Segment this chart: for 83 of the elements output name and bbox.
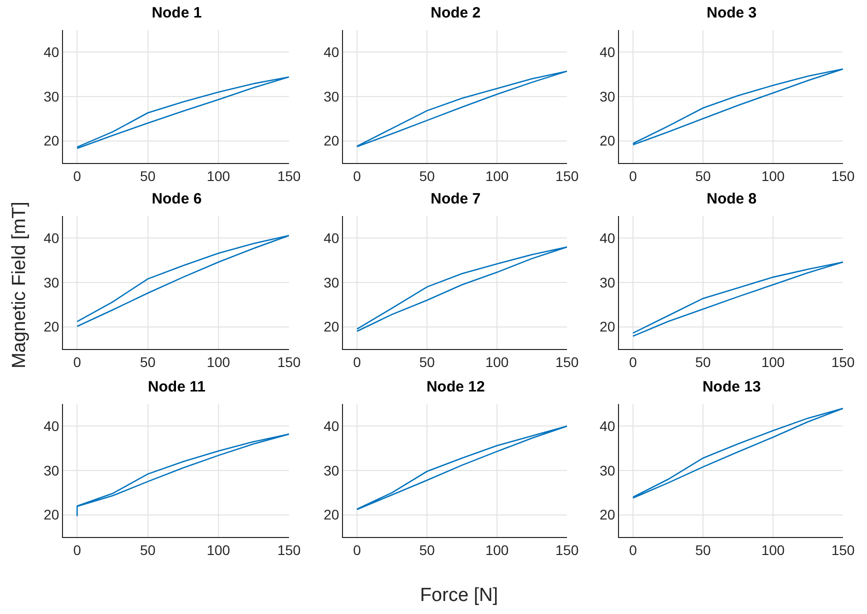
x-tick-label: 50	[140, 354, 156, 370]
chart-title: Node 3	[706, 4, 757, 22]
y-tick-label: 30	[44, 462, 60, 478]
y-tick-label: 20	[324, 132, 340, 149]
line-series	[76, 76, 289, 150]
chart-title: Node 13	[702, 378, 761, 396]
chart-title: Node 11	[148, 378, 206, 396]
y-tick-label: 30	[324, 462, 340, 478]
x-tick-label: 0	[353, 168, 362, 184]
x-tick-label: 150	[831, 168, 855, 184]
x-tick-label: 50	[140, 542, 156, 558]
x-tick-label: 100	[206, 542, 230, 558]
x-tick-label: 0	[629, 542, 638, 558]
x-tick-label: 0	[73, 354, 82, 370]
y-tick-label: 40	[44, 230, 60, 246]
y-tick-label: 40	[44, 418, 60, 434]
y-tick-label: 40	[324, 44, 340, 60]
x-axis-title: Force [N]	[420, 585, 498, 607]
x-tick-label: 100	[761, 354, 785, 370]
x-tick-label: 150	[277, 542, 301, 558]
y-axis-title: Magnetic Field [mT]	[9, 202, 31, 368]
x-tick-label: 150	[555, 168, 579, 184]
chart-title: Node 12	[426, 378, 485, 396]
x-tick-label: 50	[419, 168, 435, 184]
line-series	[632, 261, 843, 337]
x-tick-label: 0	[629, 168, 638, 184]
chart-title: Node 8	[706, 190, 757, 208]
y-tick-label: 30	[324, 88, 340, 104]
y-tick-label: 20	[44, 132, 60, 149]
y-tick-label: 20	[324, 318, 340, 335]
chart-title: Node 1	[152, 4, 202, 22]
y-tick-label: 30	[600, 88, 616, 104]
y-tick-label: 30	[600, 462, 616, 478]
x-tick-label: 50	[419, 542, 435, 558]
y-tick-label: 30	[44, 88, 60, 104]
x-tick-label: 0	[73, 542, 82, 558]
y-tick-label: 40	[324, 418, 340, 434]
line-series	[356, 426, 567, 510]
line-series	[76, 434, 289, 517]
x-tick-label: 0	[353, 354, 362, 370]
x-tick-label: 150	[831, 542, 855, 558]
x-tick-label: 50	[695, 542, 711, 558]
x-tick-label: 0	[353, 542, 362, 558]
y-tick-label: 20	[44, 506, 60, 523]
chart-title: Node 2	[430, 4, 481, 22]
y-tick-label: 20	[600, 132, 616, 149]
line-series	[356, 70, 567, 148]
x-tick-label: 0	[629, 354, 638, 370]
line-series	[632, 408, 843, 499]
line-series	[76, 234, 289, 328]
y-tick-label: 30	[600, 274, 616, 290]
x-tick-label: 150	[831, 354, 855, 370]
x-tick-label: 100	[485, 542, 509, 558]
x-tick-label: 150	[555, 354, 579, 370]
y-tick-label: 40	[600, 418, 616, 434]
x-tick-label: 150	[277, 168, 301, 184]
y-tick-label: 40	[600, 44, 616, 60]
x-tick-label: 100	[485, 168, 509, 184]
x-tick-label: 150	[277, 354, 301, 370]
x-tick-label: 100	[485, 354, 509, 370]
y-tick-label: 20	[600, 318, 616, 335]
y-tick-label: 20	[324, 506, 340, 523]
x-tick-label: 100	[761, 168, 785, 184]
x-tick-label: 100	[206, 354, 230, 370]
y-tick-label: 20	[44, 318, 60, 335]
y-tick-label: 40	[324, 230, 340, 246]
y-tick-label: 20	[600, 506, 616, 523]
x-tick-label: 50	[419, 354, 435, 370]
x-tick-label: 150	[555, 542, 579, 558]
x-tick-label: 0	[73, 168, 82, 184]
line-series	[632, 68, 843, 146]
y-tick-label: 30	[44, 274, 60, 290]
line-series	[356, 246, 567, 332]
y-tick-label: 40	[44, 44, 60, 60]
x-tick-label: 100	[206, 168, 230, 184]
x-tick-label: 50	[695, 354, 711, 370]
x-tick-label: 50	[695, 168, 711, 184]
y-tick-label: 40	[600, 230, 616, 246]
chart-title: Node 6	[152, 190, 202, 208]
x-tick-label: 100	[761, 542, 785, 558]
chart-title: Node 7	[430, 190, 481, 208]
y-tick-label: 30	[324, 274, 340, 290]
x-tick-label: 50	[140, 168, 156, 184]
